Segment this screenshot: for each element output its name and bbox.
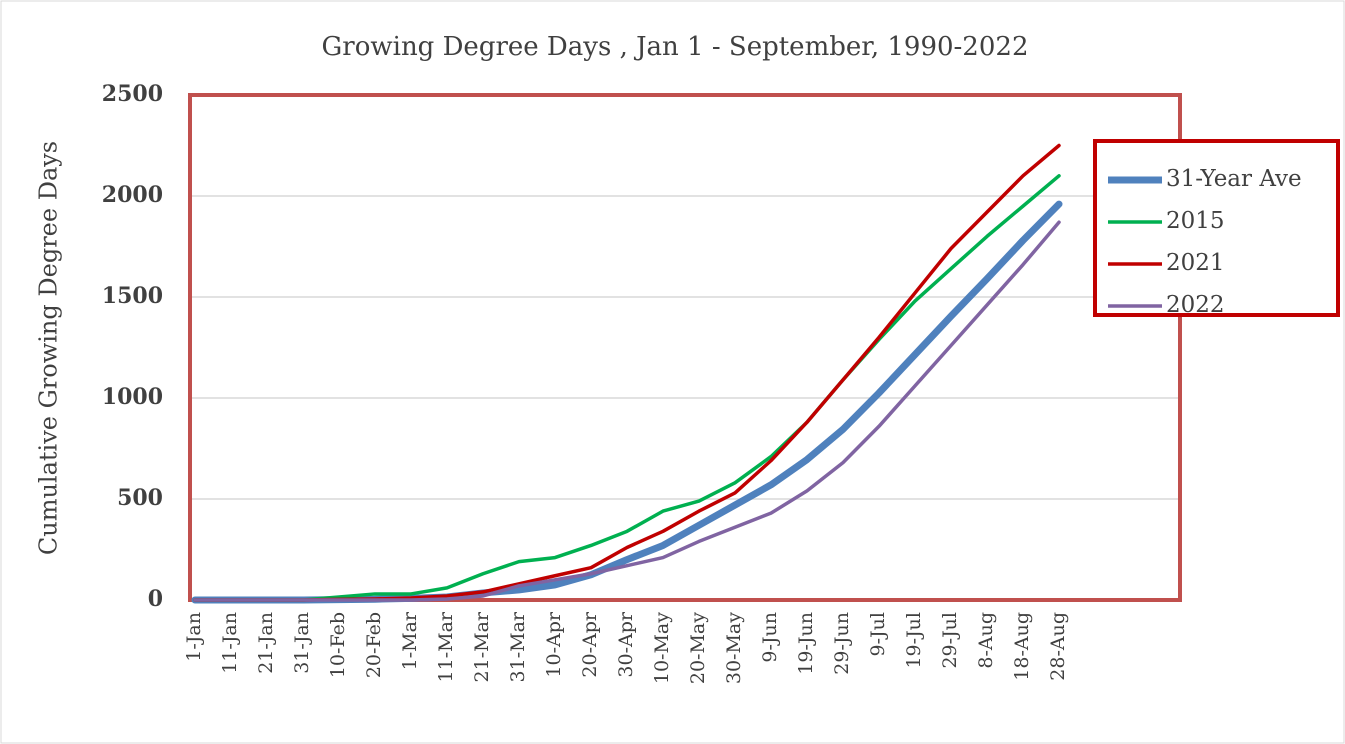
legend-label: 2022 <box>1166 292 1225 318</box>
x-tick-label: 21-Jan <box>255 612 277 674</box>
x-tick-label: 19-Jul <box>903 612 925 669</box>
y-axis-label: Cumulative Growing Degree Days <box>35 141 63 555</box>
y-tick-label: 1000 <box>102 384 163 410</box>
x-tick-label: 8-Aug <box>975 612 997 669</box>
x-tick-label: 11-Jan <box>219 612 241 674</box>
y-tick-label: 0 <box>148 586 163 612</box>
x-tick-label: 28-Aug <box>1047 612 1069 681</box>
legend-label: 2021 <box>1166 250 1225 276</box>
legend-label: 31-Year Ave <box>1166 166 1302 192</box>
series-line <box>193 174 1061 602</box>
plot-frame <box>188 93 1182 602</box>
x-tick-label: 9-Jun <box>759 612 781 663</box>
legend-box <box>1093 139 1340 317</box>
x-tick-label: 9-Jul <box>867 612 889 656</box>
y-tick-label: 2500 <box>102 81 163 107</box>
x-tick-label: 29-Jul <box>939 612 961 669</box>
x-tick-label: 10-May <box>651 612 673 684</box>
x-tick-label: 20-May <box>687 612 709 684</box>
y-tick-label: 500 <box>117 485 163 511</box>
x-tick-label: 30-May <box>723 612 745 684</box>
legend-label: 2015 <box>1166 208 1225 234</box>
x-tick-label: 19-Jun <box>795 612 817 675</box>
x-tick-label: 30-Apr <box>615 611 637 677</box>
series-line <box>193 220 1061 602</box>
x-tick-label: 10-Apr <box>543 611 565 677</box>
x-tick-label: 1-Jan <box>183 612 205 662</box>
x-tick-label: 31-Jan <box>291 612 313 674</box>
x-tick-label: 20-Feb <box>363 612 385 678</box>
y-tick-label: 2000 <box>102 182 163 208</box>
x-tick-label: 21-Mar <box>471 611 493 682</box>
x-tick-label: 1-Mar <box>399 611 421 670</box>
y-tick-label: 1500 <box>102 283 163 309</box>
x-tick-label: 20-Apr <box>579 611 601 677</box>
chart-title: Growing Degree Days , Jan 1 - September,… <box>322 32 1029 62</box>
x-tick-label: 29-Jun <box>831 612 853 675</box>
x-tick-label: 11-Mar <box>435 611 457 682</box>
x-tick-label: 10-Feb <box>327 612 349 678</box>
x-tick-label: 31-Mar <box>507 611 529 682</box>
x-tick-label: 18-Aug <box>1011 612 1033 681</box>
